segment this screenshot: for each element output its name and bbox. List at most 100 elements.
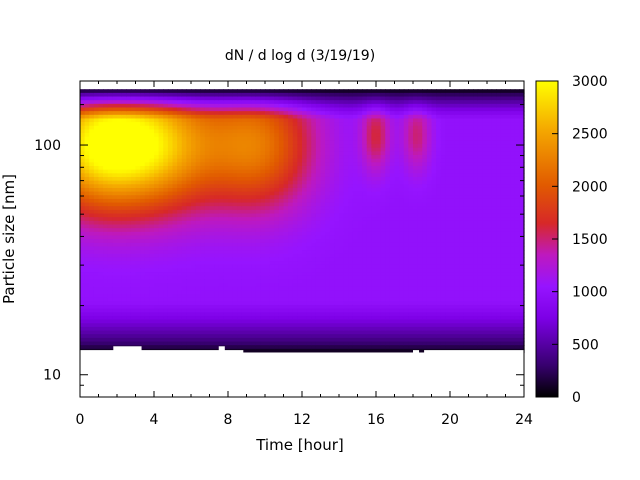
heatmap-cell (251, 202, 257, 207)
heatmap-cell (376, 173, 382, 178)
heatmap-cell (126, 118, 132, 123)
heatmap-cell (297, 165, 303, 171)
heatmap-cell (214, 96, 220, 101)
heatmap-cell (339, 279, 345, 284)
heatmap-cell (320, 315, 326, 321)
heatmap-cell (84, 187, 90, 193)
heatmap-cell (200, 268, 206, 273)
heatmap-cell (172, 213, 178, 218)
heatmap-cell (348, 315, 354, 321)
heatmap-cell (195, 114, 201, 120)
heatmap-cell (283, 231, 289, 237)
heatmap-cell (80, 103, 86, 109)
heatmap-cell (292, 228, 298, 233)
heatmap-cell (89, 250, 95, 255)
heatmap-cell (223, 250, 229, 255)
heatmap-cell (191, 158, 197, 163)
heatmap-cell (191, 345, 197, 350)
heatmap-cell (103, 220, 109, 226)
heatmap-cell (376, 118, 382, 123)
heatmap-cell (246, 213, 252, 218)
heatmap-cell (329, 122, 335, 127)
heatmap-cell (98, 173, 104, 178)
heatmap-cell (214, 155, 220, 160)
heatmap-cell (385, 173, 391, 178)
heatmap-cell (385, 103, 391, 109)
heatmap-cell (112, 246, 118, 251)
heatmap-cell (144, 133, 150, 138)
heatmap-cell (140, 125, 146, 131)
heatmap-cell (163, 198, 169, 204)
heatmap-cell (329, 290, 335, 295)
heatmap-cell (334, 312, 340, 317)
heatmap-cell (376, 279, 382, 284)
heatmap-cell (311, 253, 317, 259)
heatmap-cell (339, 323, 345, 328)
heatmap-cell (84, 217, 90, 222)
heatmap-cell (140, 180, 146, 185)
heatmap-cell (177, 319, 183, 324)
heatmap-cell (84, 169, 90, 174)
heatmap-cell (186, 202, 192, 207)
heatmap-cell (274, 330, 280, 335)
heatmap-cell (181, 158, 187, 163)
heatmap-cell (357, 107, 363, 112)
heatmap-cell (269, 147, 275, 152)
heatmap-cell (306, 315, 312, 321)
heatmap-cell (209, 151, 215, 156)
heatmap-cell (302, 100, 308, 105)
heatmap-cell (343, 315, 349, 321)
heatmap-cell (80, 169, 86, 174)
heatmap-cell (371, 304, 377, 310)
heatmap-cell (89, 246, 95, 251)
heatmap-cell (306, 312, 312, 317)
heatmap-cell (329, 155, 335, 160)
heatmap-cell (339, 235, 345, 240)
heatmap-cell (135, 334, 141, 339)
heatmap-cell (255, 147, 261, 152)
heatmap-cell (292, 341, 298, 346)
heatmap-cell (223, 304, 229, 310)
heatmap-cell (306, 111, 312, 116)
heatmap-cell (140, 206, 146, 211)
heatmap-cell (89, 337, 95, 343)
heatmap-cell (297, 319, 303, 324)
heatmap-cell (246, 319, 252, 324)
heatmap-cell (112, 180, 118, 185)
heatmap-cell (126, 220, 132, 226)
heatmap-cell (209, 308, 215, 313)
heatmap-cell (209, 202, 215, 207)
heatmap-cell (348, 330, 354, 335)
heatmap-cell (394, 224, 400, 229)
heatmap-cell (325, 242, 331, 248)
heatmap-cell (385, 231, 391, 237)
heatmap-cell (311, 246, 317, 251)
heatmap-cell (121, 250, 127, 255)
heatmap-cell (241, 180, 248, 185)
heatmap-cell (297, 235, 303, 240)
heatmap-cell (265, 100, 271, 105)
heatmap-cell (278, 173, 285, 178)
heatmap-cell (315, 315, 322, 321)
heatmap-cell (348, 155, 354, 160)
heatmap-cell (329, 334, 335, 339)
heatmap-cell (172, 206, 178, 211)
heatmap-cell (237, 206, 243, 211)
heatmap-cell (117, 315, 123, 321)
heatmap-cell (204, 312, 211, 317)
heatmap-cell (302, 140, 308, 145)
heatmap-cell (163, 345, 169, 350)
heatmap-cell (389, 140, 396, 145)
heatmap-cell (163, 155, 169, 160)
heatmap-cell (315, 107, 322, 112)
heatmap-cell (302, 195, 308, 200)
heatmap-cell (343, 312, 349, 317)
heatmap-cell (241, 246, 248, 251)
heatmap-cell (214, 118, 220, 123)
heatmap-cell (186, 96, 192, 101)
heatmap-cell (172, 100, 178, 105)
heatmap-cell (195, 133, 201, 138)
heatmap-cell (389, 125, 396, 131)
heatmap-cell (302, 279, 308, 284)
heatmap-cell (112, 191, 118, 196)
